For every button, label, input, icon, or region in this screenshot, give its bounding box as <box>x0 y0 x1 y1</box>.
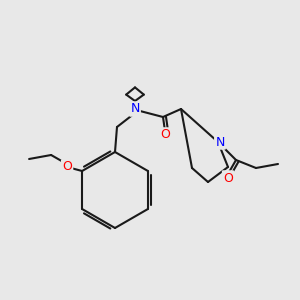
Text: N: N <box>215 136 225 148</box>
Text: O: O <box>62 160 72 173</box>
Text: N: N <box>130 103 140 116</box>
Text: O: O <box>160 128 170 142</box>
Text: O: O <box>223 172 233 184</box>
